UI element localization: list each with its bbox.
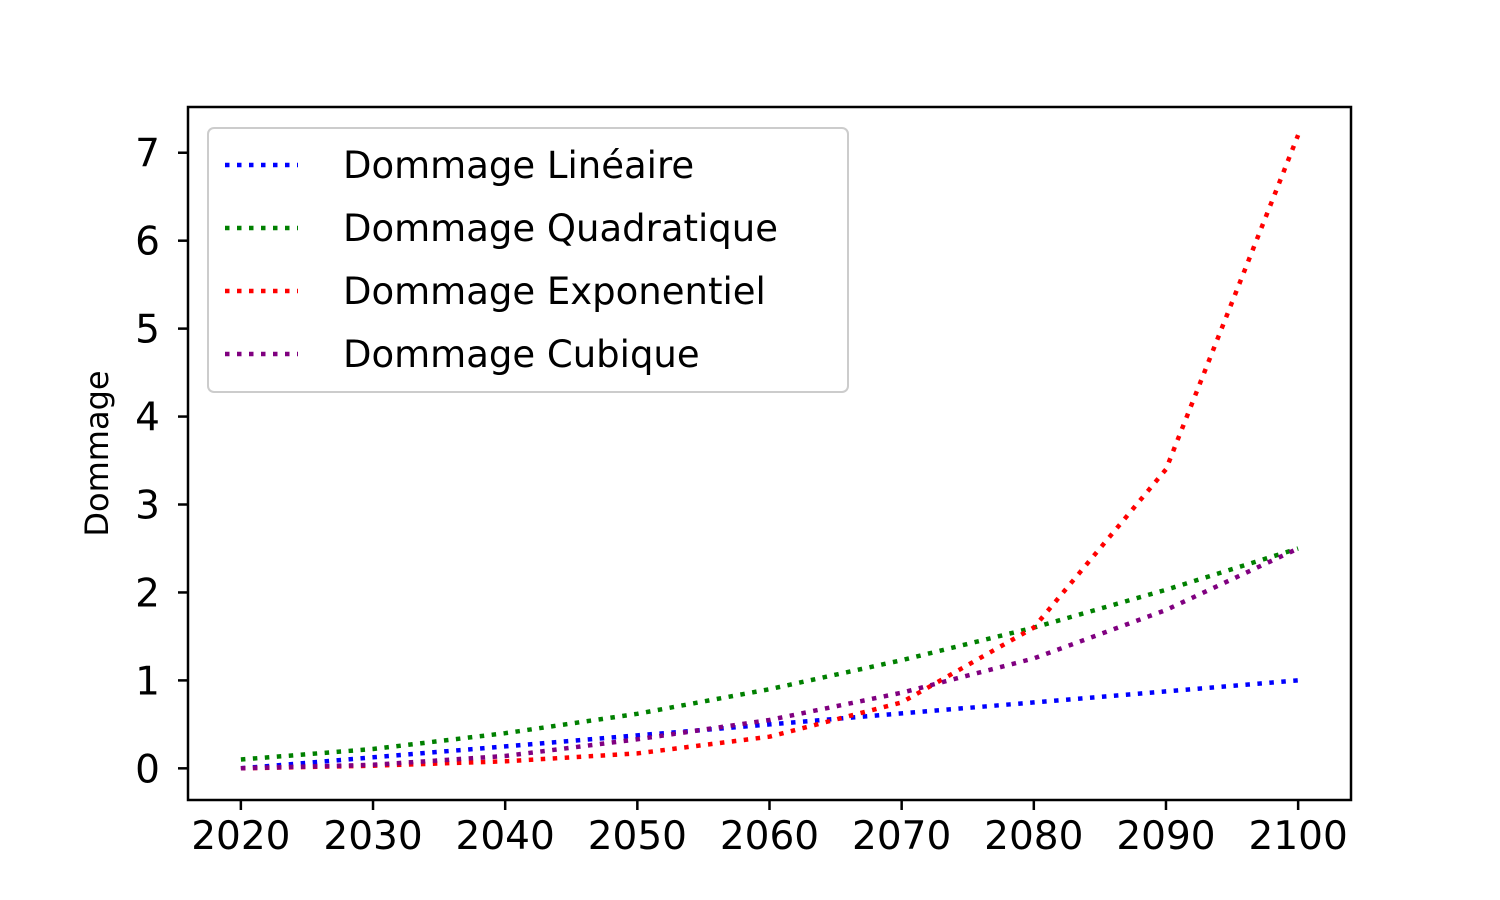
series-layer <box>240 134 1301 771</box>
legend-label: Dommage Quadratique <box>343 207 778 250</box>
y-tick-label: 4 <box>135 396 160 441</box>
y-tick-label: 0 <box>135 747 160 792</box>
x-tick-label: 2100 <box>1249 814 1348 859</box>
x-tick-label: 2020 <box>191 814 290 859</box>
legend: Dommage Linéaire Dommage Quadratique Domma… <box>207 127 849 393</box>
series-line-1 <box>240 546 1299 762</box>
y-axis-label: Dommage <box>78 370 116 536</box>
x-axis: 2020 2030 2040 2050 2060 2070 2080 2090 2100 <box>191 800 1348 859</box>
y-tick-label: 2 <box>135 571 160 616</box>
y-tick-label: 5 <box>135 308 160 353</box>
x-tick-label: 2060 <box>720 814 819 859</box>
x-tick-label: 2030 <box>323 814 422 859</box>
y-tick-label: 6 <box>135 220 160 265</box>
x-tick-label: 2040 <box>456 814 555 859</box>
legend-box <box>207 127 849 393</box>
legend-label: Dommage Exponentiel <box>343 270 766 313</box>
y-tick-label: 3 <box>135 484 160 529</box>
x-tick-label: 2080 <box>984 814 1083 859</box>
x-tick-label: 2090 <box>1116 814 1215 859</box>
legend-label: Dommage Cubique <box>343 333 700 376</box>
legend-label: Dommage Linéaire <box>343 144 694 187</box>
y-axis: 0 1 2 3 4 5 6 7 <box>135 132 188 792</box>
x-tick-label: 2070 <box>852 814 951 859</box>
y-tick-label: 1 <box>135 659 160 704</box>
y-tick-label: 7 <box>135 132 160 177</box>
x-tick-label: 2050 <box>588 814 687 859</box>
